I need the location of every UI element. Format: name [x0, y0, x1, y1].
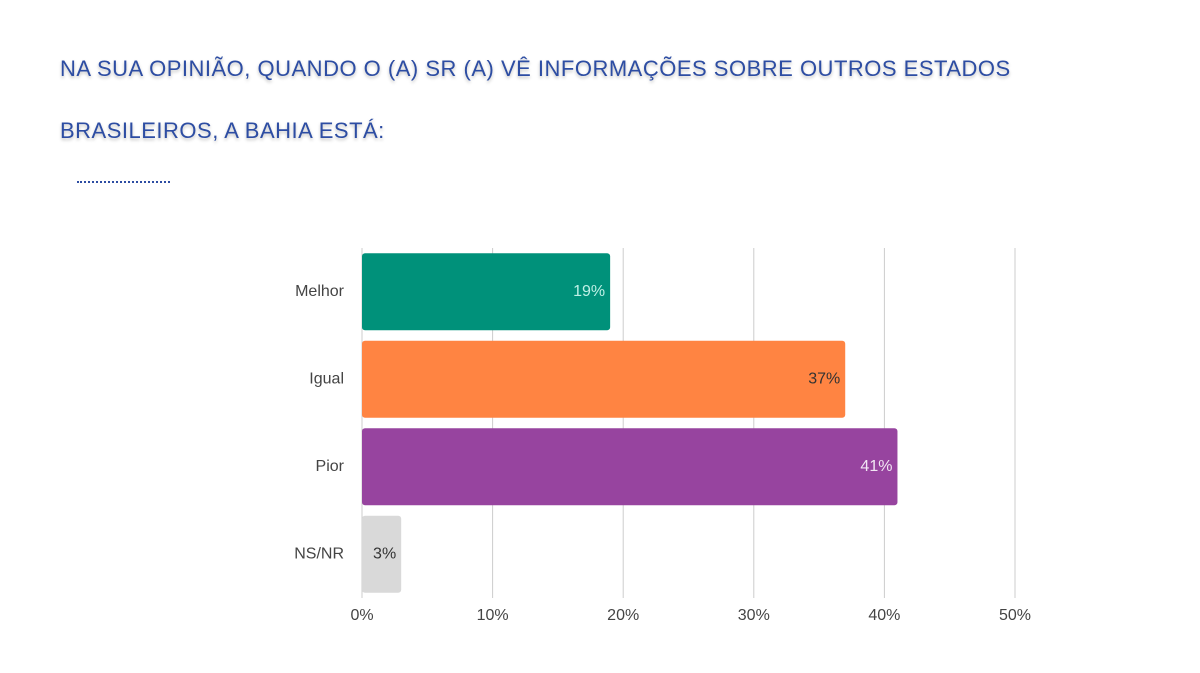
x-tick-label: 10%	[477, 607, 509, 624]
value-label: 41%	[860, 458, 892, 475]
y-tick-label: Igual	[309, 370, 344, 387]
title-rule	[77, 181, 170, 183]
y-tick-label: NS/NR	[294, 545, 344, 562]
x-tick-label: 50%	[999, 607, 1031, 624]
y-tick-label: Melhor	[295, 283, 345, 300]
x-tick-label: 30%	[738, 607, 770, 624]
y-tick-label: Pior	[316, 458, 345, 475]
bar	[362, 428, 898, 506]
x-tick-label: 40%	[868, 607, 900, 624]
x-tick-label: 0%	[350, 607, 373, 624]
value-label: 37%	[808, 370, 840, 387]
bar	[362, 515, 402, 593]
x-tick-label: 20%	[607, 607, 639, 624]
bar	[362, 253, 611, 331]
chart-title: NA SUA OPINIÃO, QUANDO O (A) SR (A) VÊ I…	[60, 56, 1011, 143]
bar	[362, 340, 846, 418]
value-label: 3%	[373, 545, 396, 562]
value-label: 19%	[573, 283, 605, 300]
